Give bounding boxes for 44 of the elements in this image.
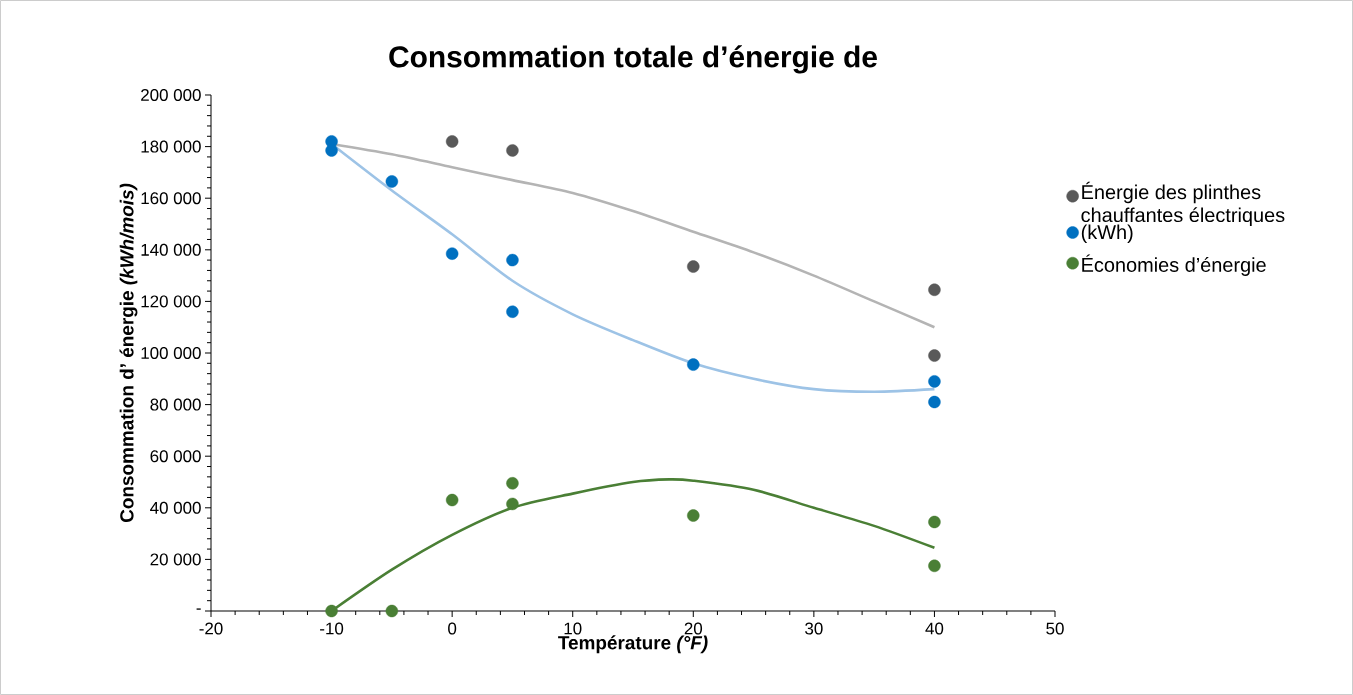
x-tick-label: 20 xyxy=(684,622,703,635)
y-tick-label: - xyxy=(196,608,201,610)
x-tick-label: 50 xyxy=(1046,622,1064,635)
point xyxy=(445,493,459,507)
y-tick-label: 20 000 xyxy=(150,553,201,566)
point xyxy=(385,175,399,188)
y-tick-label: 120 000 xyxy=(141,295,201,308)
point xyxy=(928,349,941,362)
point xyxy=(325,144,338,157)
point xyxy=(506,497,519,511)
y-axis-title: Consommation d’ énergie (kWh/mois) xyxy=(119,183,138,523)
x-tick-label: -20 xyxy=(199,622,223,635)
point xyxy=(687,260,700,273)
chart-title: Consommation totale d’énergie de xyxy=(389,45,877,74)
x-axis-title: Température (°F) xyxy=(558,635,708,654)
x-tick-label: 10 xyxy=(564,622,582,635)
point xyxy=(506,477,519,490)
point xyxy=(445,247,459,260)
y-tick-label: 80 000 xyxy=(150,398,201,411)
y-tick-label: 60 000 xyxy=(150,450,201,463)
point xyxy=(445,135,459,148)
point xyxy=(928,375,941,388)
x-tick-label: 0 xyxy=(448,622,457,635)
point xyxy=(506,305,519,318)
legend-label: Économies d’énergie xyxy=(1082,254,1266,276)
x-tick-label: -10 xyxy=(320,622,344,635)
point xyxy=(506,253,519,267)
point xyxy=(928,283,941,296)
y-tick-label: 40 000 xyxy=(150,501,201,514)
point xyxy=(385,604,399,618)
y-tick-label: 140 000 xyxy=(141,243,201,256)
point xyxy=(928,515,941,529)
x-tick-label: 40 xyxy=(925,622,944,635)
point xyxy=(928,395,941,409)
y-tick-label: 100 000 xyxy=(141,347,201,359)
point xyxy=(687,509,700,522)
point xyxy=(506,144,519,157)
y-tick-label: 180 000 xyxy=(141,140,201,153)
y-tick-label: 160 000 xyxy=(141,192,201,205)
point xyxy=(325,604,338,618)
y-tick-label: 200 000 xyxy=(141,89,201,101)
point xyxy=(928,559,941,573)
x-tick-label: 30 xyxy=(805,622,823,635)
point xyxy=(687,358,700,371)
